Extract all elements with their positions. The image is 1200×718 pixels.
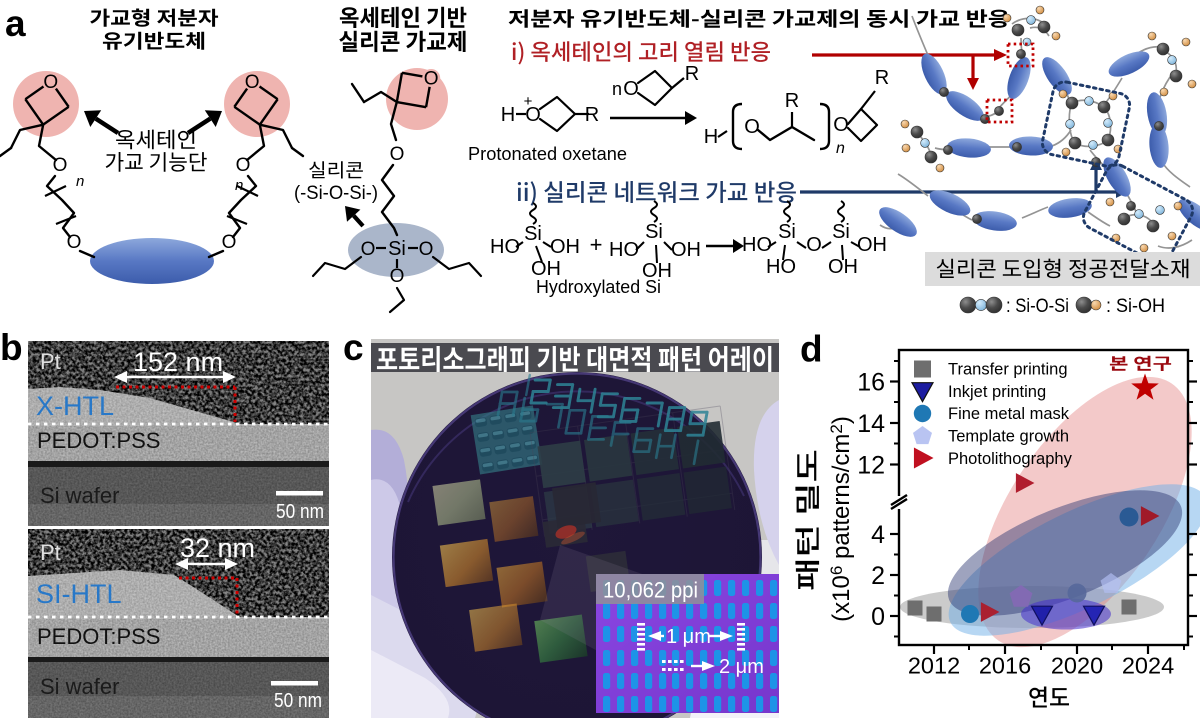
svg-text:152 nm: 152 nm xyxy=(133,347,223,377)
svg-text:n: n xyxy=(235,177,243,194)
svg-text:: Si-O-Si: : Si-O-Si xyxy=(1006,296,1069,317)
svg-text:: Si-OH: : Si-OH xyxy=(1106,296,1165,317)
svg-text:32 nm: 32 nm xyxy=(180,533,255,563)
svg-text:O: O xyxy=(361,239,376,260)
svg-text:O: O xyxy=(390,144,405,165)
svg-text:O: O xyxy=(390,266,405,287)
svg-text:Si: Si xyxy=(388,238,406,260)
svg-text:OH: OH xyxy=(671,239,701,261)
svg-text:O: O xyxy=(67,232,82,253)
svg-text:O: O xyxy=(525,104,541,126)
svg-text:O: O xyxy=(236,155,251,176)
svg-text:a: a xyxy=(5,3,26,44)
svg-text:2 μm: 2 μm xyxy=(719,656,764,678)
svg-text:+: + xyxy=(524,93,533,110)
svg-text:Si wafer: Si wafer xyxy=(40,674,119,699)
svg-text:1 μm: 1 μm xyxy=(666,626,711,648)
svg-text:Si: Si xyxy=(524,223,542,245)
svg-text:Protonated oxetane: Protonated oxetane xyxy=(468,144,627,164)
svg-text:O: O xyxy=(833,114,849,136)
svg-text:Inkjet printing: Inkjet printing xyxy=(948,383,1046,401)
svg-text:b: b xyxy=(0,327,23,368)
svg-text:4: 4 xyxy=(871,521,885,549)
svg-text:PEDOT:PSS: PEDOT:PSS xyxy=(37,624,160,649)
svg-text:10,062 ppi: 10,062 ppi xyxy=(603,578,698,603)
svg-text:Hydroxylated Si: Hydroxylated Si xyxy=(536,277,661,297)
svg-text:Transfer printing: Transfer printing xyxy=(948,361,1068,379)
svg-text:0: 0 xyxy=(871,603,885,631)
svg-text:O: O xyxy=(245,72,260,93)
svg-text:2012: 2012 xyxy=(908,653,960,679)
svg-text:d: d xyxy=(800,329,823,370)
svg-text:Si: Si xyxy=(832,221,850,243)
svg-text:Si: Si xyxy=(645,221,663,243)
svg-text:Si wafer: Si wafer xyxy=(40,483,119,508)
svg-text:n: n xyxy=(836,140,845,157)
svg-text:(x106 patterns/cm2): (x106 patterns/cm2) xyxy=(827,416,855,622)
svg-text:OH: OH xyxy=(642,260,672,282)
svg-text:OH: OH xyxy=(550,236,580,258)
svg-text:O: O xyxy=(806,234,822,256)
svg-text:Photolithography: Photolithography xyxy=(948,450,1073,468)
svg-text:Pt: Pt xyxy=(40,540,61,565)
svg-text:R: R xyxy=(875,67,889,89)
svg-text:R: R xyxy=(685,63,699,85)
svg-text:2: 2 xyxy=(871,562,885,590)
svg-text:Fine metal mask: Fine metal mask xyxy=(948,405,1070,423)
svg-text:O: O xyxy=(424,68,439,89)
svg-text:2020: 2020 xyxy=(1051,653,1103,679)
svg-text:SI-HTL: SI-HTL xyxy=(36,579,122,609)
svg-text:OH: OH xyxy=(857,234,887,256)
svg-text:12: 12 xyxy=(857,452,885,480)
svg-text:14: 14 xyxy=(857,410,885,438)
svg-text:PEDOT:PSS: PEDOT:PSS xyxy=(37,428,160,453)
svg-text:R: R xyxy=(785,90,799,112)
svg-text:H: H xyxy=(704,126,718,148)
svg-text:O: O xyxy=(222,232,237,253)
svg-text:X-HTL: X-HTL xyxy=(36,391,114,421)
svg-text:H: H xyxy=(501,104,515,126)
svg-text:c: c xyxy=(343,327,364,368)
svg-text:HO: HO xyxy=(742,234,772,256)
svg-text:O: O xyxy=(744,116,760,138)
svg-text:50 nm: 50 nm xyxy=(276,501,324,523)
svg-text:n: n xyxy=(612,79,622,99)
svg-text:O: O xyxy=(623,78,639,100)
svg-text:O: O xyxy=(419,239,434,260)
svg-text:Template growth: Template growth xyxy=(948,428,1069,446)
svg-text:2016: 2016 xyxy=(979,653,1031,679)
svg-text:HO: HO xyxy=(490,236,520,258)
svg-text:HO: HO xyxy=(766,256,796,278)
svg-text:Pt: Pt xyxy=(40,349,61,374)
svg-text:R: R xyxy=(585,104,599,126)
svg-text:O: O xyxy=(43,72,58,93)
svg-text:16: 16 xyxy=(857,369,885,397)
svg-text:HO: HO xyxy=(609,239,639,261)
svg-text:50 nm: 50 nm xyxy=(274,690,322,712)
svg-text:(-Si-O-Si-): (-Si-O-Si-) xyxy=(294,183,378,204)
svg-text:n: n xyxy=(76,173,84,190)
svg-text:2024: 2024 xyxy=(1122,653,1174,679)
svg-text:Si: Si xyxy=(778,221,796,243)
svg-text:OH: OH xyxy=(828,256,858,278)
svg-text:OH: OH xyxy=(531,258,561,280)
svg-text:O: O xyxy=(53,155,68,176)
svg-text:+: + xyxy=(590,232,603,257)
